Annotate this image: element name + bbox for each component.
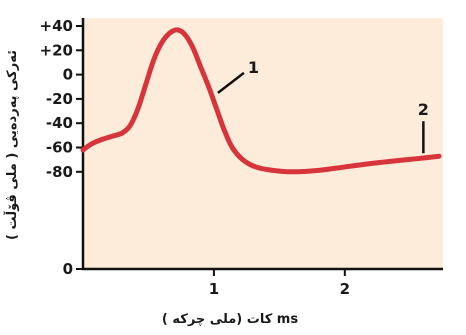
y-tick-label: 0 [63,66,73,84]
annotations: 12 [217,58,429,154]
y-tick-label: +20 [40,41,73,59]
y-tick-label: 0 [63,260,73,278]
series [80,27,442,175]
y-tick-label: -20 [46,90,73,108]
y-tick-label: -80 [46,163,73,181]
x-axis-label: کات (ملی چرکه ) ms [162,312,298,327]
y-axis-label: ئەرکی پەردەیی ( ملی ڤۆڵت ) [3,50,20,240]
y-tick-label: +40 [40,17,73,35]
y-tick-label: -40 [46,114,73,132]
y-tick-label: -60 [46,139,73,157]
axes [81,18,443,271]
series-line [80,27,442,175]
annotation-1-leader [217,71,245,94]
annotation-1-label: 1 [248,58,259,77]
x-tick-label: 1 [209,280,219,298]
x-tick-label: 2 [340,280,350,298]
ticks: +40 +20 0 -20 -40 -60 -80 0 1 2 [40,17,350,298]
plot-background [83,18,443,269]
annotation-2-label: 2 [418,100,429,119]
